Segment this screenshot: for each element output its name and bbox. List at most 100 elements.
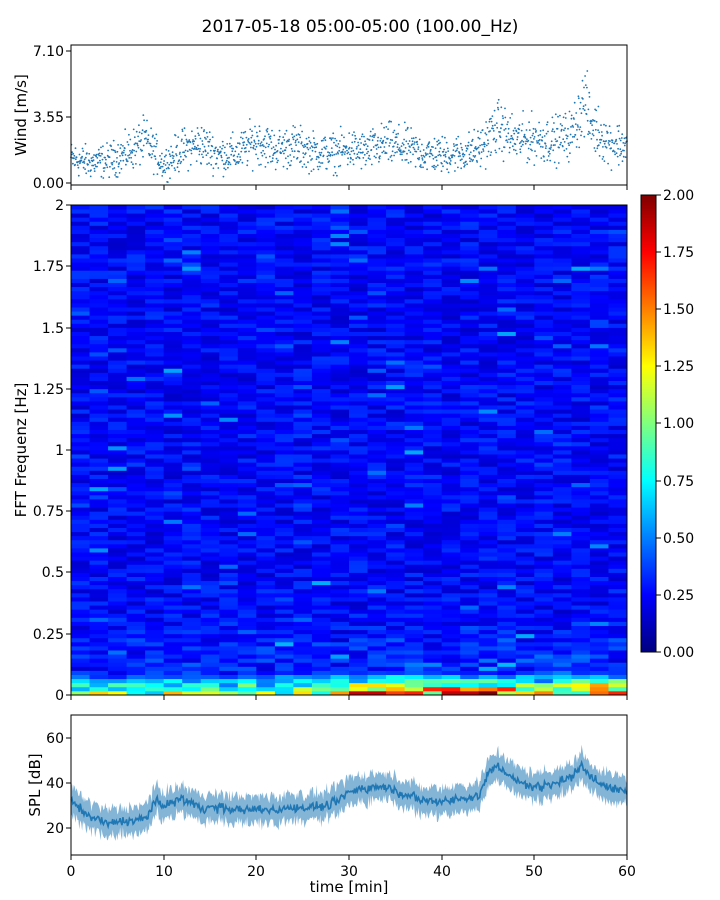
spectrogram-cell <box>349 405 368 410</box>
spectrogram-cell <box>367 278 387 283</box>
spectrogram-cell <box>349 556 368 561</box>
wind-data-point <box>294 141 297 144</box>
wind-data-point <box>124 128 127 131</box>
spectrogram-cell <box>367 225 387 230</box>
wind-data-point <box>449 158 451 160</box>
spectrogram-cell <box>515 609 535 614</box>
spectrogram-cell <box>497 605 517 610</box>
spectrogram-cell <box>497 352 517 357</box>
wind-data-point <box>610 169 613 172</box>
spectrogram-cell <box>423 307 443 312</box>
spectrogram-cell <box>71 372 90 377</box>
spectrogram-cell <box>589 405 609 410</box>
wind-data-point <box>280 147 282 150</box>
spectrogram-cell <box>182 343 202 349</box>
spectrogram-cell <box>515 347 535 353</box>
spectrogram-cell <box>274 605 294 610</box>
spectrogram-cell <box>386 482 405 488</box>
spectrogram-cell <box>571 690 591 696</box>
spectrogram-cell <box>404 421 424 426</box>
spectrogram-cell <box>478 278 498 283</box>
spectrogram-cell <box>349 282 368 288</box>
wind-data-point <box>404 159 407 161</box>
wind-data-point <box>349 161 352 163</box>
spectrogram-cell <box>349 441 368 447</box>
spectrogram-cell <box>182 274 202 279</box>
spectrogram-cell <box>163 543 183 549</box>
wind-data-point <box>251 134 254 137</box>
wind-data-point <box>309 147 312 149</box>
spectrogram-cell <box>423 503 443 508</box>
spectrogram-cell <box>145 466 165 471</box>
wind-data-point <box>345 146 348 148</box>
spectrogram-cell <box>163 458 183 463</box>
spectrogram-cell <box>386 229 405 234</box>
wind-data-point <box>616 143 618 145</box>
spectrogram-cell <box>404 535 424 541</box>
spectrogram-cell <box>552 523 572 528</box>
wind-data-point <box>398 123 400 126</box>
spectrogram-cell <box>478 621 498 626</box>
spectrogram-cell <box>330 678 350 684</box>
wind-data-point <box>292 125 295 127</box>
spectrogram-cell <box>367 654 387 659</box>
wind-data-point <box>320 162 322 164</box>
spectrogram-cell <box>108 209 127 214</box>
spectrogram-cell <box>126 437 146 443</box>
spectrogram-cell <box>423 486 443 492</box>
spectrogram-cell <box>478 311 498 316</box>
spectrogram-cell <box>534 270 554 275</box>
spectrogram-cell <box>589 678 609 684</box>
wind-data-point <box>89 161 91 164</box>
spectrogram-cell <box>404 233 424 239</box>
spectrogram-cell <box>552 637 572 643</box>
spectrogram-cell <box>441 646 461 651</box>
spectrogram-cell <box>311 445 331 451</box>
spectrogram-cell <box>404 433 424 439</box>
wind-data-point <box>493 137 496 140</box>
wind-data-point <box>298 134 301 136</box>
wind-data-point <box>234 160 236 162</box>
spectrogram-cell <box>126 629 146 635</box>
spectrogram-cell <box>515 478 535 484</box>
spectrogram-cell <box>126 621 146 626</box>
spectrogram-cell <box>256 535 276 541</box>
spectrogram-cell <box>515 262 535 267</box>
spectrogram-cell <box>330 580 350 586</box>
spectrogram-cell <box>200 372 220 377</box>
wind-data-point <box>156 173 159 176</box>
spectrogram-cell <box>311 519 331 524</box>
spectrogram-cell <box>200 319 220 324</box>
spectrogram-cell <box>571 380 591 386</box>
spectrogram-cell <box>145 396 165 402</box>
spectrogram-cell <box>200 560 220 565</box>
wind-data-point <box>565 134 568 137</box>
spectrogram-cell <box>515 499 535 504</box>
spectrogram-cell <box>163 376 183 381</box>
wind-data-point <box>84 142 87 145</box>
spectrogram-cell <box>89 298 109 304</box>
wind-data-point <box>288 144 291 147</box>
spectrogram-cell <box>293 368 313 373</box>
spectrogram-cell <box>423 682 443 688</box>
wind-data-point <box>547 130 549 133</box>
spectrogram-cell <box>441 641 461 647</box>
spectrogram-cell <box>497 282 517 288</box>
spectrogram-cell <box>145 584 165 590</box>
wind-data-point <box>457 166 459 169</box>
spectrogram-cell <box>311 352 331 357</box>
spectrogram-cell <box>182 221 202 226</box>
wind-data-point <box>319 154 322 157</box>
spectrogram-cell <box>89 282 109 288</box>
spectrogram-cell <box>423 482 443 488</box>
spectrogram-cell <box>515 429 535 435</box>
spectrogram-cell <box>349 352 368 357</box>
wind-data-point <box>563 149 566 152</box>
wind-data-point <box>352 149 355 152</box>
spectrogram-cell <box>163 629 183 635</box>
spectrogram-cell <box>126 433 146 439</box>
wind-data-point <box>579 126 582 128</box>
wind-data-point <box>624 142 626 145</box>
spectrogram-cell <box>404 572 424 577</box>
spectrogram-cell <box>589 576 609 582</box>
